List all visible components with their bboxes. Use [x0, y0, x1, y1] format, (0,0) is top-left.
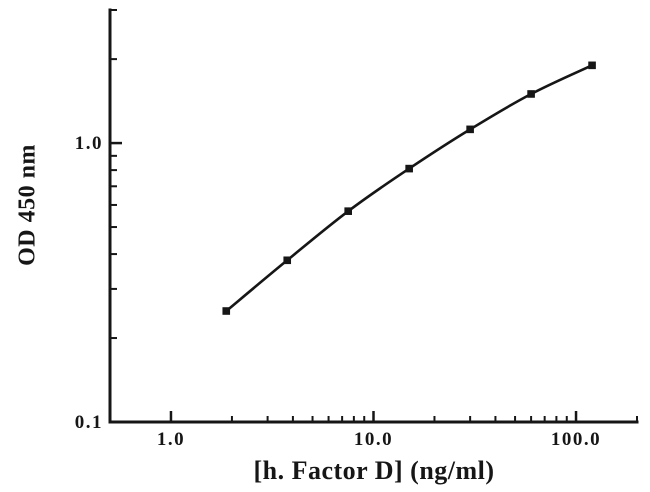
x-tick-label: 10.0 [354, 429, 393, 450]
data-point-marker [283, 256, 292, 265]
x-tick-label: 1.0 [157, 429, 185, 450]
y-axis-label: OD 450 nm [14, 144, 41, 266]
data-point-marker [466, 125, 474, 134]
data-point-marker [588, 61, 596, 70]
y-tick-label: 0.1 [75, 412, 103, 433]
data-point-marker [405, 164, 413, 173]
data-point-marker [222, 307, 231, 315]
data-point-marker [527, 90, 535, 98]
y-tick-label: 1.0 [75, 133, 103, 154]
standard-curve-line [225, 64, 594, 313]
axes-frame [108, 8, 639, 424]
x-axis-label: [h. Factor D] (ng/ml) [253, 456, 495, 485]
data-point-marker [344, 207, 352, 215]
x-tick-label: 100.0 [551, 429, 601, 450]
